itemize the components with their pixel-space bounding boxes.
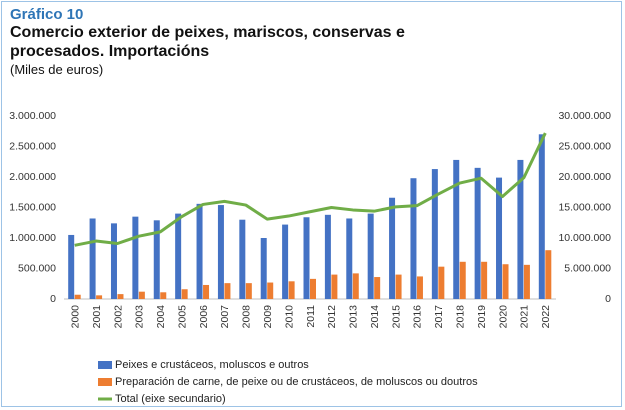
bar xyxy=(138,291,145,299)
legend-swatch xyxy=(98,378,112,386)
x-tick-label: 2015 xyxy=(390,305,402,329)
x-tick-label: 2005 xyxy=(176,305,188,329)
y-tick-label: 2.000.000 xyxy=(9,171,56,183)
x-tick-label: 2000 xyxy=(69,305,81,329)
y2-tick-label: 20.000.000 xyxy=(558,171,611,183)
bar xyxy=(196,203,203,299)
bar xyxy=(545,250,552,299)
y2-tick-label: 30.000.000 xyxy=(558,110,611,122)
x-tick-label: 2020 xyxy=(497,305,509,329)
x-tick-label: 2006 xyxy=(198,305,210,329)
line xyxy=(74,132,547,247)
y2-tick-label: 5.000.000 xyxy=(564,262,611,274)
y-tick-label: 0 xyxy=(50,293,56,305)
bar xyxy=(395,274,402,299)
bar xyxy=(68,234,75,299)
x-tick-label: 2019 xyxy=(476,305,488,329)
bar xyxy=(352,273,359,299)
chart-label: Gráfico 10 xyxy=(10,6,84,23)
bar xyxy=(224,283,231,299)
y-tick-label: 1.500.000 xyxy=(9,201,56,213)
bar xyxy=(416,276,423,299)
bar xyxy=(374,277,381,299)
x-tick-label: 2004 xyxy=(155,305,167,329)
bar xyxy=(481,261,488,299)
y2-tick-label: 0 xyxy=(605,293,611,305)
bar xyxy=(282,224,289,299)
header: Gráfico 10 Comercio exterior de peixes, … xyxy=(10,6,480,77)
bar xyxy=(496,177,503,299)
x-tick-label: 2001 xyxy=(91,305,103,329)
bar xyxy=(217,205,224,299)
bar xyxy=(389,197,396,299)
chart-title: Comercio exterior de peixes, mariscos, c… xyxy=(10,24,405,60)
bar xyxy=(431,169,438,299)
x-tick-label: 2021 xyxy=(519,305,531,329)
bar xyxy=(346,218,353,299)
y2-tick-label: 10.000.000 xyxy=(558,232,611,244)
y-tick-label: 2.500.000 xyxy=(9,140,56,152)
legend-label: Peixes e crustáceos, moluscos e outros xyxy=(115,359,309,371)
y2-tick-label: 15.000.000 xyxy=(558,201,611,213)
y2-tick-label: 25.000.000 xyxy=(558,140,611,152)
bar xyxy=(288,281,295,299)
bar xyxy=(453,159,460,299)
bar xyxy=(89,218,96,299)
x-tick-label: 2007 xyxy=(219,305,231,329)
x-tick-label: 2018 xyxy=(455,305,467,329)
bar xyxy=(153,220,160,299)
bar xyxy=(203,284,210,299)
bar xyxy=(459,261,466,299)
bar xyxy=(245,283,252,299)
bar xyxy=(517,159,524,299)
bar xyxy=(74,294,81,299)
bar xyxy=(175,213,182,299)
bar xyxy=(110,223,117,299)
legend-swatch xyxy=(98,361,112,369)
bar xyxy=(303,217,310,299)
x-tick-label: 2011 xyxy=(305,305,317,328)
bar xyxy=(181,289,188,299)
y-tick-label: 1.000.000 xyxy=(9,232,56,244)
bar xyxy=(331,274,338,299)
x-tick-label: 2012 xyxy=(326,305,338,329)
bar xyxy=(410,178,417,299)
x-tick-label: 2009 xyxy=(262,305,274,329)
bar xyxy=(523,264,530,299)
x-tick-label: 2013 xyxy=(348,305,360,329)
y-tick-label: 500.000 xyxy=(18,262,56,274)
bar xyxy=(310,278,316,299)
x-tick-label: 2014 xyxy=(369,305,381,329)
bar xyxy=(132,216,139,299)
bar xyxy=(438,266,445,299)
legend-label: Total (eixe secundario) xyxy=(115,393,226,405)
x-tick-label: 2022 xyxy=(540,305,552,329)
bar xyxy=(96,295,103,299)
y-tick-label: 3.000.000 xyxy=(9,110,56,122)
bar xyxy=(474,167,481,299)
bar xyxy=(267,282,274,299)
x-tick-label: 2008 xyxy=(241,305,253,329)
bar xyxy=(502,264,509,299)
bar xyxy=(117,294,124,299)
bar xyxy=(160,292,167,299)
x-tick-label: 2002 xyxy=(112,305,124,329)
bar xyxy=(538,134,545,299)
chart-subtitle: (Miles de euros) xyxy=(10,62,104,77)
bar xyxy=(367,213,374,299)
x-tick-label: 2017 xyxy=(433,305,445,329)
bar xyxy=(260,238,267,299)
x-tick-label: 2010 xyxy=(283,305,295,329)
bar xyxy=(239,219,246,299)
x-tick-label: 2016 xyxy=(412,305,424,329)
legend-label: Preparación de carne, de peixe ou de cru… xyxy=(115,376,478,388)
x-tick-label: 2003 xyxy=(134,305,146,329)
bar xyxy=(324,214,331,299)
